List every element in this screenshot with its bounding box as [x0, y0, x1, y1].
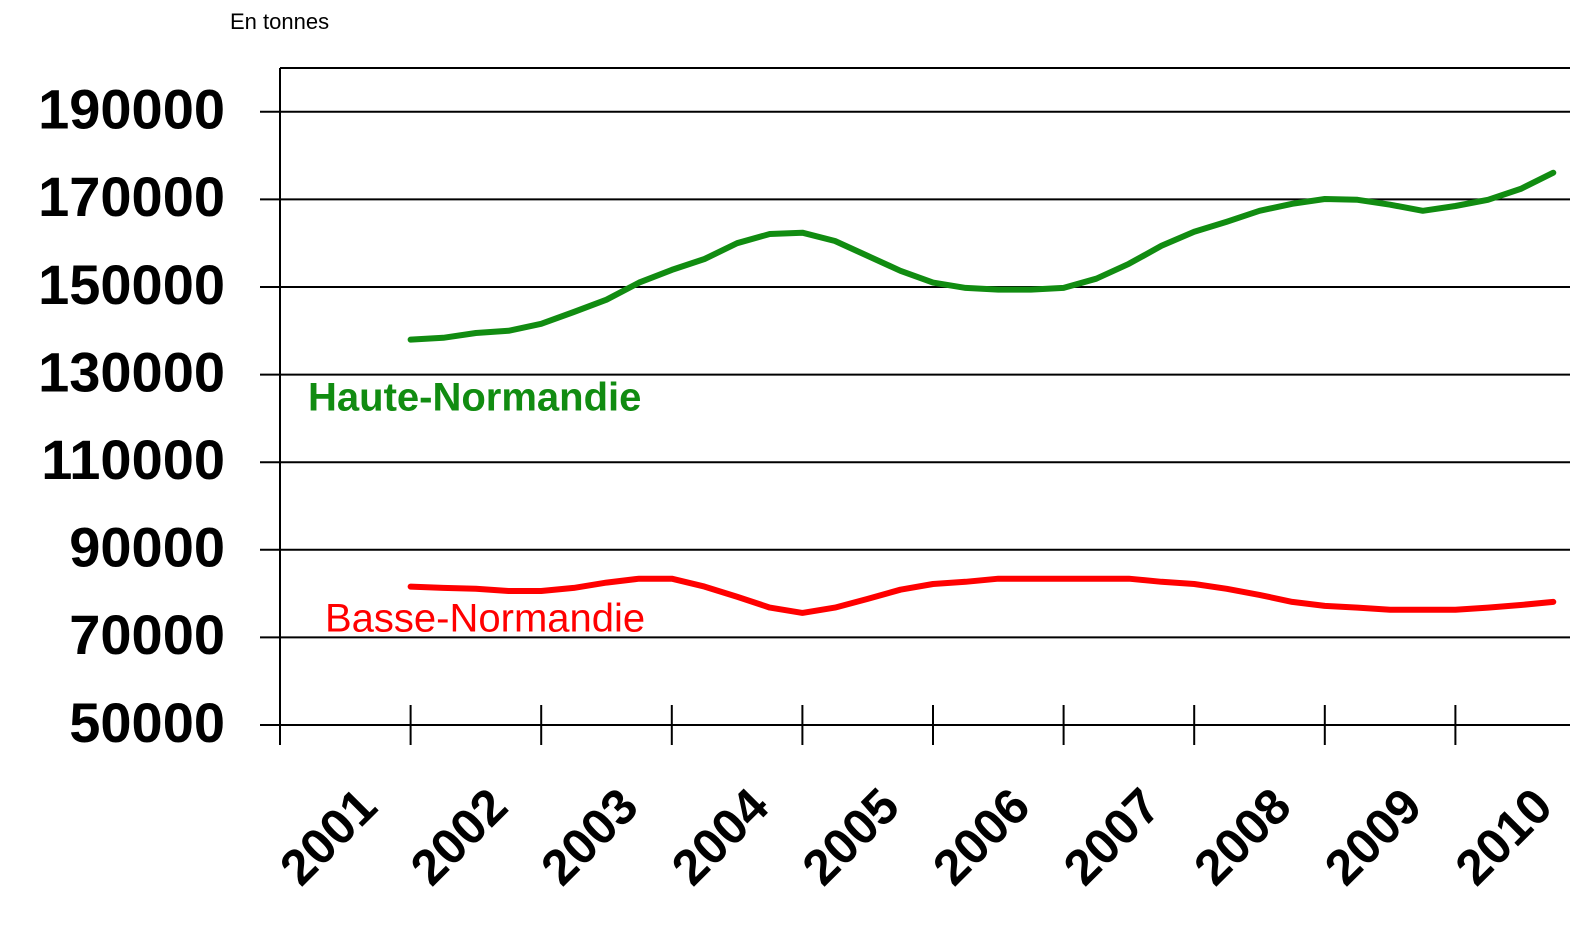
x-tick-label: 2001: [269, 778, 387, 896]
y-tick-label: 130000: [38, 340, 225, 403]
x-tick-label: 2002: [400, 778, 518, 896]
unit-label: En tonnes: [230, 9, 329, 34]
x-tick-label: 2006: [922, 778, 1040, 896]
x-tick-label: 2009: [1314, 778, 1432, 896]
y-tick-label: 190000: [38, 78, 225, 141]
y-tick-label: 70000: [69, 603, 225, 666]
series-line: [407, 575, 1557, 616]
x-tick-label: 2010: [1445, 778, 1563, 896]
series-label: Haute-Normandie: [308, 376, 641, 420]
x-tick-label: 2003: [530, 778, 648, 896]
x-tick-label: 2005: [792, 778, 910, 896]
x-tick-label: 2004: [661, 777, 779, 895]
series-line: [407, 169, 1557, 343]
y-tick-label: 90000: [69, 516, 225, 579]
y-tick-label: 150000: [38, 253, 225, 316]
series-label: Basse-Normandie: [325, 597, 645, 641]
y-tick-label: 170000: [38, 165, 225, 228]
y-tick-label: 110000: [41, 428, 225, 491]
x-tick-label: 2007: [1053, 778, 1171, 896]
y-tick-label: 50000: [69, 691, 225, 754]
x-tick-label: 2008: [1183, 778, 1301, 896]
